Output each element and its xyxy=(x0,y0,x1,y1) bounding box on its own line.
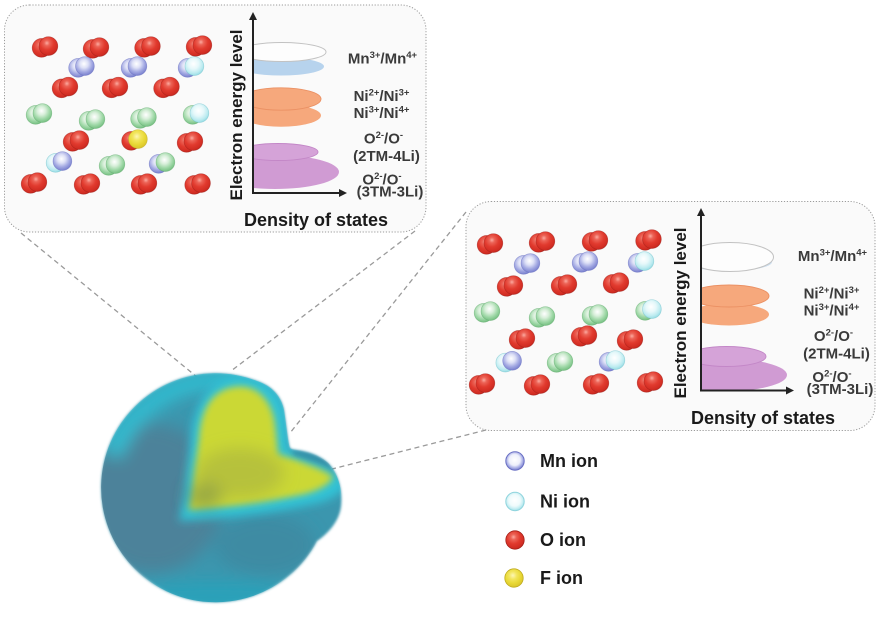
svg-text:Electron energy level: Electron energy level xyxy=(671,227,690,398)
svg-text:Ni3+/Ni4+: Ni3+/Ni4+ xyxy=(804,302,860,320)
svg-text:Density of states: Density of states xyxy=(244,210,388,230)
svg-text:O ion: O ion xyxy=(540,530,586,550)
svg-text:O2-/O-: O2-/O- xyxy=(364,130,403,148)
svg-text:Electron energy level: Electron energy level xyxy=(227,29,246,200)
svg-text:(3TM-3Li): (3TM-3Li) xyxy=(357,184,424,201)
svg-text:Mn3+/Mn4+: Mn3+/Mn4+ xyxy=(798,248,868,266)
svg-text:(2TM-4Li): (2TM-4Li) xyxy=(803,346,870,363)
svg-text:O2-/O-: O2-/O- xyxy=(814,328,853,346)
svg-text:Density of states: Density of states xyxy=(691,408,835,428)
svg-text:Ni3+/Ni4+: Ni3+/Ni4+ xyxy=(354,105,410,123)
svg-text:(3TM-3Li): (3TM-3Li) xyxy=(807,381,874,398)
svg-text:Mn ion: Mn ion xyxy=(540,451,598,471)
svg-text:Ni ion: Ni ion xyxy=(540,492,590,512)
svg-text:F ion: F ion xyxy=(540,568,583,588)
svg-text:(2TM-4Li): (2TM-4Li) xyxy=(353,148,420,165)
svg-text:Mn3+/Mn4+: Mn3+/Mn4+ xyxy=(348,50,418,68)
svg-text:Ni2+/Ni3+: Ni2+/Ni3+ xyxy=(354,88,410,106)
svg-text:O2-/O-: O2-/O- xyxy=(812,369,851,387)
svg-text:Ni2+/Ni3+: Ni2+/Ni3+ xyxy=(804,285,860,303)
svg-text:O2-/O-: O2-/O- xyxy=(362,171,401,189)
